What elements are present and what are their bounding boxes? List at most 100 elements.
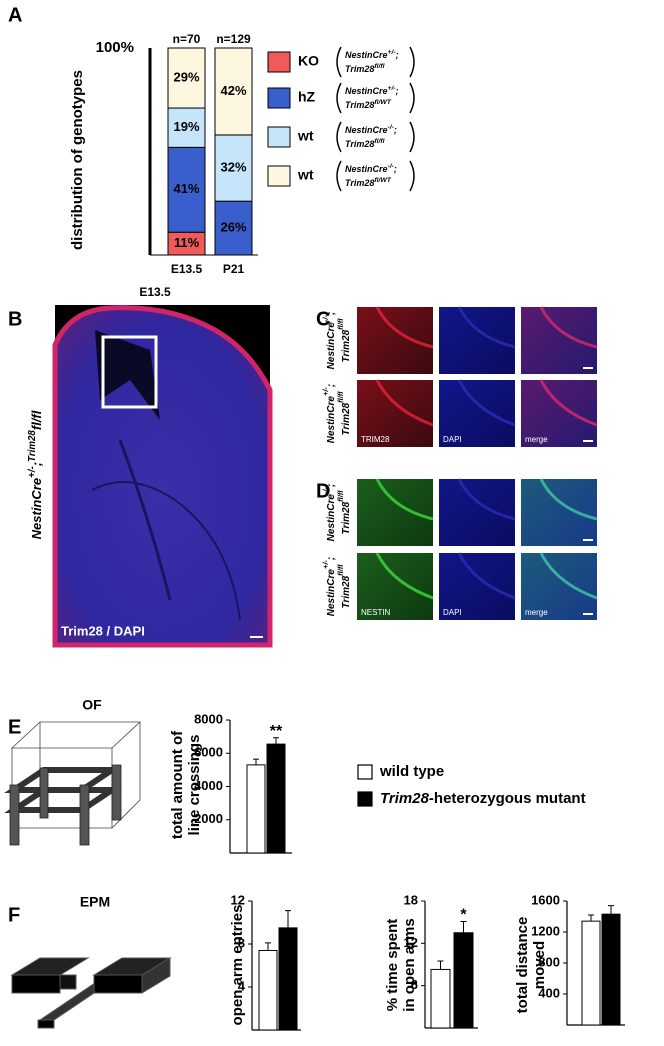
bar: [601, 913, 621, 1026]
legend-swatch: [267, 126, 291, 148]
error-bar: [253, 758, 259, 765]
y-axis-label: % time spent: [384, 919, 401, 1012]
label-part: Trim28: [345, 64, 374, 74]
value-label: 41%: [173, 181, 199, 196]
label-part: NestinCre: [345, 125, 388, 135]
superscript: fl/fl: [336, 318, 345, 330]
channel-label: merge: [525, 435, 548, 444]
y-tick-label: 6: [411, 977, 418, 992]
genotype-label: NestinCre-/-;: [345, 124, 397, 135]
tissue-edge: [539, 306, 598, 349]
error-bar: [285, 910, 291, 928]
label-part: NestinCre: [345, 86, 388, 96]
tissue-edge: [539, 379, 598, 427]
legend-swatch: [357, 791, 373, 807]
panel-label: B: [8, 308, 22, 330]
panel-label: E: [8, 716, 21, 738]
bar: [278, 927, 298, 1031]
genotype-label: Trim28fl/fl: [336, 490, 351, 535]
label-part: NestinCre: [345, 50, 388, 60]
genotype-label: NestinCre+/-;Trim28fl/fl: [27, 410, 44, 539]
label-part: NestinCre: [326, 322, 337, 370]
label-part: Trim28: [341, 329, 352, 362]
label-part: NestinCre: [345, 164, 388, 174]
legend-swatch: [267, 51, 291, 73]
micrograph: [439, 307, 515, 374]
bar-segment: [167, 47, 206, 109]
legend-swatch: [357, 764, 373, 780]
genotype-label: Trim28fl/fl: [345, 63, 385, 74]
label-part: fl/fl: [29, 410, 44, 430]
y-tick-label: 4000: [194, 778, 223, 793]
y-tick-label: 12: [404, 935, 418, 950]
micrograph: [521, 380, 597, 447]
y-tick-label: 8000: [194, 711, 223, 726]
panel-title: E13.5: [139, 285, 171, 299]
label-part: ;: [394, 125, 397, 135]
tissue-edge: [539, 478, 598, 521]
apparatus-label: EPM: [80, 894, 110, 910]
y-tick-label: 400: [538, 985, 560, 1000]
tissue-edge: [457, 478, 516, 521]
superscript: fl/WT: [374, 99, 391, 106]
label-part: NestinCre: [326, 494, 337, 542]
y-tick-label: 6000: [194, 745, 223, 760]
micrograph: [439, 553, 515, 620]
n-label: n=70: [173, 32, 201, 46]
label-part: ;: [396, 50, 399, 60]
bar: [266, 743, 286, 854]
legend-swatch: [267, 165, 291, 187]
panel-label: C: [316, 308, 330, 330]
error-bar: [588, 914, 594, 922]
value-label: 11%: [174, 235, 200, 250]
value-label: 19%: [173, 119, 199, 134]
label-part: NestinCre: [326, 396, 337, 444]
genotype-label: Trim28fl/WT: [345, 99, 392, 110]
channel-label: DAPI: [443, 435, 462, 444]
label-part: NestinCre: [29, 478, 44, 539]
superscript: +/-: [321, 560, 330, 569]
genotype-label: NestinCre-/-;: [345, 163, 397, 174]
label-part: Trim28: [341, 501, 352, 534]
channel-label: TRIM28: [361, 435, 390, 444]
legend-label: wt: [297, 128, 314, 144]
genotype-label: Trim28fl/fl: [336, 391, 351, 436]
y-tick-label: 2000: [194, 811, 223, 826]
micrograph: [357, 553, 433, 620]
superscript: +/-: [388, 85, 397, 92]
n-label: n=129: [216, 32, 251, 46]
bar-segment: [214, 47, 253, 136]
micrograph: [439, 380, 515, 447]
error-bar: [273, 737, 279, 745]
label-part: Trim28: [345, 100, 374, 110]
legend-label: wild type: [379, 763, 444, 780]
y-tick-label: 12: [231, 892, 245, 907]
error-bar: [460, 920, 467, 933]
bar: [453, 932, 474, 1029]
superscript: fl/fl: [336, 490, 345, 502]
tissue-edge: [539, 552, 598, 600]
genotype-label: NestinCre-/-;: [321, 484, 336, 542]
genotype-label: NestinCre+/-;: [345, 49, 399, 60]
error-bar: [437, 960, 444, 970]
genotype-label: NestinCre+/-;: [345, 85, 399, 96]
label-part: Trim28: [345, 139, 374, 149]
label-part: NestinCre: [326, 569, 337, 617]
micrograph: [357, 380, 433, 447]
y-tick-label: 100%: [96, 39, 134, 56]
value-label: 29%: [173, 69, 199, 84]
parenthesis: [409, 121, 415, 153]
significance-mark: **: [270, 723, 283, 740]
micrograph: [52, 305, 273, 648]
genotype-label: Trim28fl/fl: [336, 318, 351, 363]
label-part: wild type: [379, 763, 444, 780]
image-label: Trim28 / DAPI: [61, 623, 145, 638]
parenthesis: [409, 46, 415, 78]
genotype-label: Trim28fl/fl: [345, 138, 385, 149]
legend-label: hZ: [298, 89, 316, 105]
micrograph: [521, 307, 597, 374]
micrograph: [357, 479, 433, 546]
error-bar: [608, 905, 614, 915]
parenthesis: [409, 160, 415, 192]
